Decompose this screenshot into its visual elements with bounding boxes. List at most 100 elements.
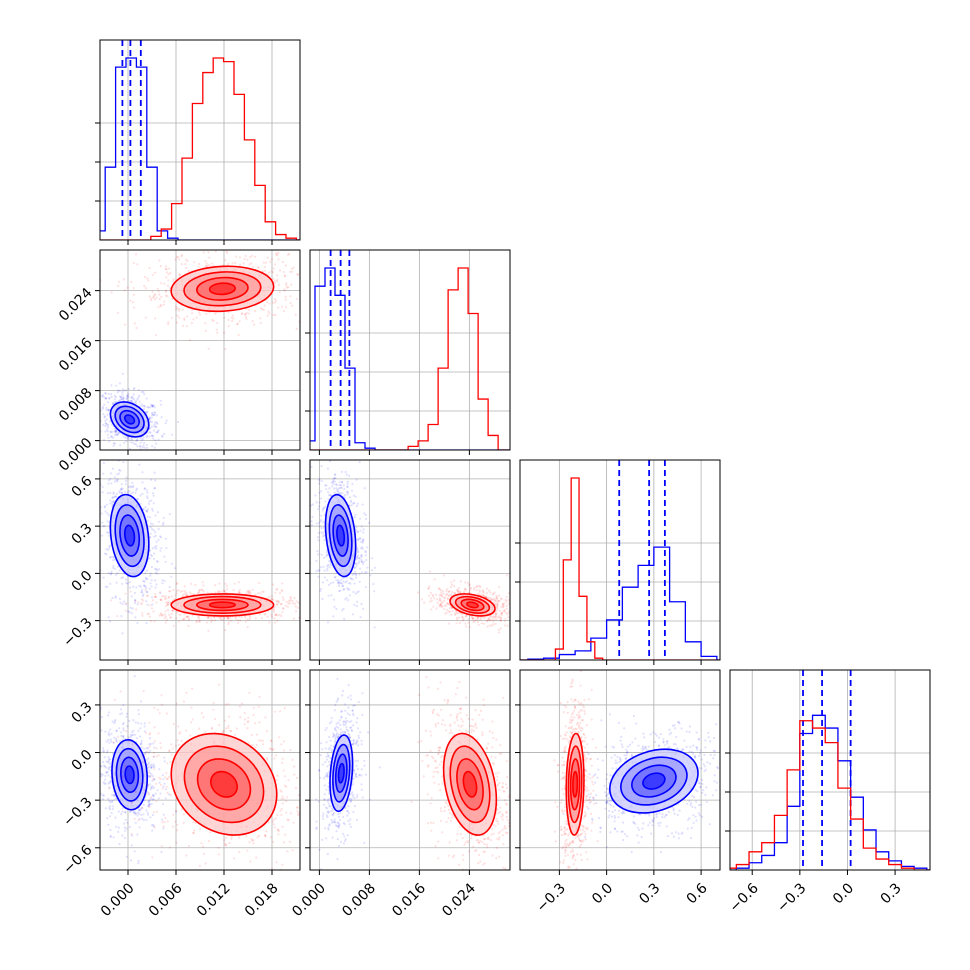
sample-point	[112, 455, 114, 457]
sample-point	[155, 547, 158, 550]
sample-point	[105, 397, 108, 400]
sample-point	[244, 313, 247, 316]
sample-point	[142, 444, 145, 447]
sample-point	[244, 254, 247, 258]
sample-point	[700, 803, 703, 806]
sample-point	[145, 509, 149, 513]
sample-point	[606, 788, 610, 791]
sample-point	[216, 331, 219, 334]
sample-point	[324, 484, 327, 487]
sample-point	[108, 786, 111, 789]
sample-point	[329, 805, 332, 808]
sample-point	[283, 288, 286, 291]
sample-point	[702, 763, 705, 766]
sample-point	[360, 556, 363, 559]
histogram-b-3	[730, 720, 930, 870]
sample-point	[703, 753, 706, 756]
sample-point	[321, 814, 324, 818]
sample-point	[672, 809, 675, 812]
sample-point	[154, 567, 157, 571]
sample-point	[205, 312, 208, 315]
sample-point	[124, 483, 127, 486]
sample-point	[340, 715, 343, 718]
sample-point	[292, 266, 295, 269]
sample-point	[348, 588, 351, 591]
sample-point	[108, 815, 112, 818]
sample-point	[124, 437, 127, 440]
sample-point	[143, 285, 146, 288]
sample-point	[132, 293, 135, 296]
sample-point	[111, 402, 114, 405]
sample-point	[642, 732, 645, 735]
sample-point	[731, 757, 733, 759]
sample-point	[347, 588, 350, 591]
sample-point	[129, 492, 133, 495]
sample-point	[130, 437, 133, 440]
sample-point	[117, 830, 120, 834]
sample-point	[110, 572, 113, 575]
sample-point	[354, 592, 357, 595]
sample-point	[322, 812, 325, 815]
sample-point	[637, 744, 640, 747]
sample-point	[344, 731, 347, 734]
sample-point	[355, 574, 358, 577]
sample-point	[133, 591, 136, 595]
sample-point	[692, 752, 695, 755]
sample-point	[613, 809, 617, 812]
sample-point	[337, 579, 340, 582]
sample-point	[360, 739, 363, 742]
sample-point	[127, 387, 130, 390]
sample-point	[325, 788, 328, 791]
sample-point	[608, 803, 611, 806]
sample-point	[96, 576, 98, 578]
sample-point	[340, 710, 343, 713]
sample-point	[129, 859, 132, 862]
sample-point	[112, 559, 115, 562]
sample-point	[198, 313, 202, 316]
sample-point	[158, 297, 161, 301]
sample-point	[103, 765, 107, 768]
sample-point	[147, 757, 150, 760]
sample-point	[367, 731, 370, 734]
sample-point	[184, 262, 187, 266]
sample-point	[104, 585, 107, 588]
sample-point	[705, 786, 708, 789]
sample-point	[333, 605, 336, 608]
sample-point	[149, 574, 152, 577]
sample-point	[113, 720, 116, 723]
sample-point	[107, 392, 110, 395]
sample-point	[625, 748, 628, 752]
sample-point	[632, 821, 636, 825]
sample-point	[122, 727, 125, 730]
sample-point	[111, 467, 114, 470]
sample-point	[678, 809, 681, 812]
sample-point	[121, 810, 124, 813]
sample-point	[109, 582, 112, 585]
sample-point	[243, 258, 246, 261]
sample-point	[144, 752, 147, 755]
sample-point	[724, 774, 726, 776]
sample-point	[121, 391, 124, 394]
sample-point	[333, 473, 336, 476]
sample-point	[151, 785, 154, 788]
sample-point	[338, 487, 341, 490]
sample-point	[202, 251, 205, 254]
sample-point	[108, 799, 111, 802]
sample-point	[356, 538, 360, 541]
sample-point	[326, 807, 329, 810]
sample-point	[709, 762, 712, 765]
sample-point	[330, 720, 333, 723]
sample-point	[156, 569, 159, 572]
sample-point	[701, 815, 704, 819]
sample-point	[681, 831, 684, 834]
sample-point	[723, 793, 725, 795]
grid-layer	[100, 40, 930, 870]
sample-point	[355, 818, 358, 822]
sample-point	[327, 748, 330, 751]
sample-point	[333, 734, 336, 737]
sample-point	[143, 584, 146, 587]
sample-point	[109, 779, 112, 783]
sample-point	[692, 744, 695, 747]
sample-point	[605, 794, 608, 797]
sample-point	[348, 733, 351, 737]
